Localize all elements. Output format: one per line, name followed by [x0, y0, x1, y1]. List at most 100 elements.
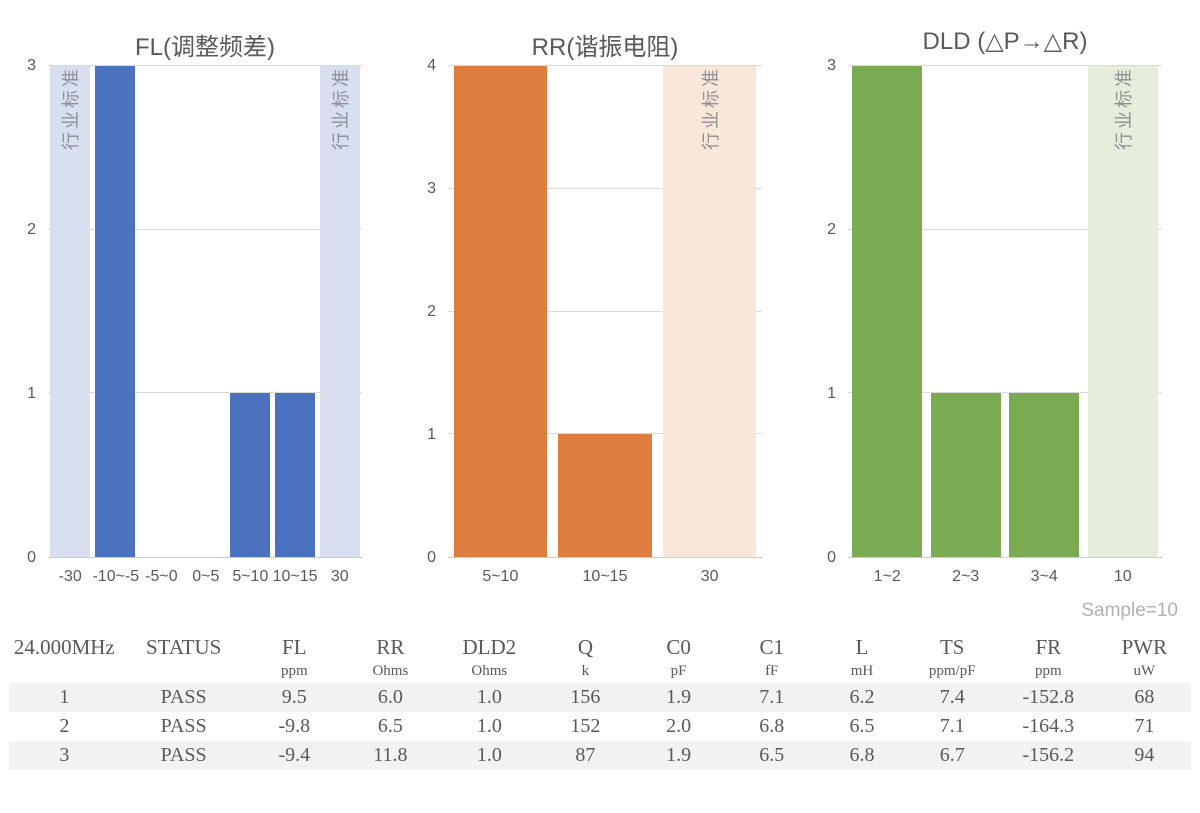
table-cell: 1.0 [476, 715, 502, 737]
bar-slot: 行业标准 [48, 66, 93, 557]
chart-body: 0 1 2 3 行业标准 行业标准 [0, 58, 400, 566]
chart-body: 0 1 2 3 行业标准 [800, 58, 1200, 566]
gridline [448, 187, 762, 189]
table-cell: 6.2 [849, 686, 875, 708]
chart-title-rr: RR(谐振电阻) [531, 34, 679, 61]
table-cell: -9.4 [278, 744, 311, 766]
y-axis-tick: 0 [27, 549, 36, 566]
x-axis-label: 3~4 [1030, 568, 1058, 585]
table-cell: 2 [59, 715, 70, 737]
industry-standard-label: 行业标准 [1113, 66, 1134, 150]
y-axis: 0 1 2 3 [800, 58, 848, 566]
bars-container: 行业标准 [848, 66, 1162, 557]
column-unit: uW [1133, 663, 1156, 679]
table-row: 2 PASS -9.8 6.5 1.0 152 2.0 6.8 6.5 7.1 -164.3 71 [9, 712, 1191, 741]
column-unit: k [581, 663, 590, 679]
y-axis-tick: 2 [27, 221, 36, 238]
column-header: 24.000MHz [13, 635, 115, 659]
column-unit: mH [850, 663, 874, 679]
column-header: C1 [759, 635, 784, 659]
y-axis-tick: 0 [827, 549, 836, 566]
table-cell: PASS [160, 715, 207, 737]
x-axis: 5~10 10~15 30 [400, 558, 800, 586]
y-axis: 0 1 2 3 [0, 58, 48, 566]
column-unit [120, 660, 248, 683]
table-cell: 156 [570, 686, 601, 708]
y-axis-tick: 3 [27, 57, 36, 74]
table-cell: 6.7 [939, 744, 965, 766]
table-cell: 9.5 [281, 686, 307, 708]
x-axis-label: 30 [330, 568, 349, 585]
gridline [448, 310, 762, 312]
bar-slot [138, 66, 183, 557]
table-cell: 3 [59, 744, 70, 766]
x-axis-labels: -30 -10~-5 -5~0 0~5 5~10 10~15 30 [48, 558, 362, 586]
x-axis-label: -30 [58, 568, 82, 585]
results-table-body: 1 PASS 9.5 6.0 1.0 156 1.9 7.1 6.2 7.4 -152.8 68 2 PA… [9, 683, 1191, 770]
data-bar [1009, 393, 1080, 557]
column-unit: ppm [1034, 663, 1062, 679]
y-axis-tick: 1 [827, 385, 836, 402]
x-axis-label: 0~5 [192, 568, 220, 585]
data-bar [852, 66, 923, 557]
x-axis: -30 -10~-5 -5~0 0~5 5~10 10~15 30 [0, 558, 400, 586]
x-axis-label: 10 [1113, 568, 1132, 585]
column-header: Q [577, 635, 593, 659]
column-unit: Ohms [471, 663, 508, 679]
chart-title-fl: FL(调整频差) [135, 34, 275, 61]
bar-slot [848, 66, 927, 557]
bar-slot [448, 66, 553, 557]
gridline [848, 65, 1162, 66]
x-axis-label: -10~-5 [92, 568, 140, 585]
chart-fl: FL(调整频差) 0 1 2 3 行业标准 行业标准 -30 -10~-5 -5~0 0~5 5… [0, 0, 400, 586]
industry-standard-bar: 行业标准 [319, 66, 360, 557]
table-cell: -156.2 [1022, 744, 1075, 766]
x-axis: 1~2 2~3 3~4 10 [800, 558, 1200, 586]
x-axis-label: -5~0 [145, 568, 178, 585]
industry-standard-bar: 行业标准 [663, 66, 757, 557]
x-axis-labels: 1~2 2~3 3~4 10 [848, 558, 1162, 586]
column-header: PWR [1121, 635, 1168, 659]
table-cell: 68 [1134, 686, 1155, 708]
bar-slot [227, 66, 272, 557]
results-table: 24.000MHz STATUS FL RR DLD2 Q C0 C1 L TS FR PWR ppm… [9, 626, 1191, 770]
y-axis-tick: 0 [427, 549, 436, 566]
chart-title-dld: DLD (△P→△R) [922, 28, 1088, 55]
chart-dld: DLD (△P→△R) 0 1 2 3 行业标准 1~2 2~3 3~4 10 [800, 0, 1200, 586]
bar-slot: 行业标准 [1084, 66, 1163, 557]
column-unit: fF [765, 663, 779, 679]
x-axis-label: 10~15 [582, 568, 628, 585]
table-cell: -152.8 [1022, 686, 1075, 708]
data-bar [95, 66, 136, 557]
industry-standard-bar: 行业标准 [1087, 66, 1158, 557]
gridline [848, 228, 1162, 230]
table-cell: PASS [160, 686, 207, 708]
column-unit: ppm [280, 663, 308, 679]
x-axis-label: 1~2 [873, 568, 901, 585]
bar-slot [1005, 66, 1084, 557]
bar-slot: 行业标准 [317, 66, 362, 557]
table-cell: PASS [160, 744, 207, 766]
y-axis-tick: 3 [427, 180, 436, 197]
chart-body: 0 1 2 3 4 行业标准 [400, 58, 800, 566]
data-bar [558, 434, 652, 557]
x-axis-label: 5~10 [482, 568, 519, 585]
table-cell: 6.8 [759, 715, 785, 737]
bars-container: 行业标准 行业标准 [48, 66, 362, 557]
column-unit: pF [670, 663, 687, 679]
y-axis-tick: 2 [427, 303, 436, 320]
table-units-row: ppm Ohms Ohms k pF fF mH ppm/pF ppm uW [9, 660, 1191, 683]
x-axis-spacer [800, 558, 848, 586]
column-unit: Ohms [372, 663, 409, 679]
data-bar [229, 393, 270, 557]
gridline [48, 65, 362, 66]
table-cell: 152 [570, 715, 601, 737]
column-header: STATUS [146, 635, 222, 659]
table-cell: 94 [1134, 744, 1155, 766]
industry-standard-bar: 行业标准 [50, 66, 91, 557]
table-cell: -164.3 [1022, 715, 1075, 737]
column-unit: ppm/pF [928, 663, 976, 679]
table-row: 3 PASS -9.4 11.8 1.0 87 1.9 6.5 6.8 6.7 -156.2 94 [9, 741, 1191, 770]
column-header: DLD2 [462, 635, 517, 659]
